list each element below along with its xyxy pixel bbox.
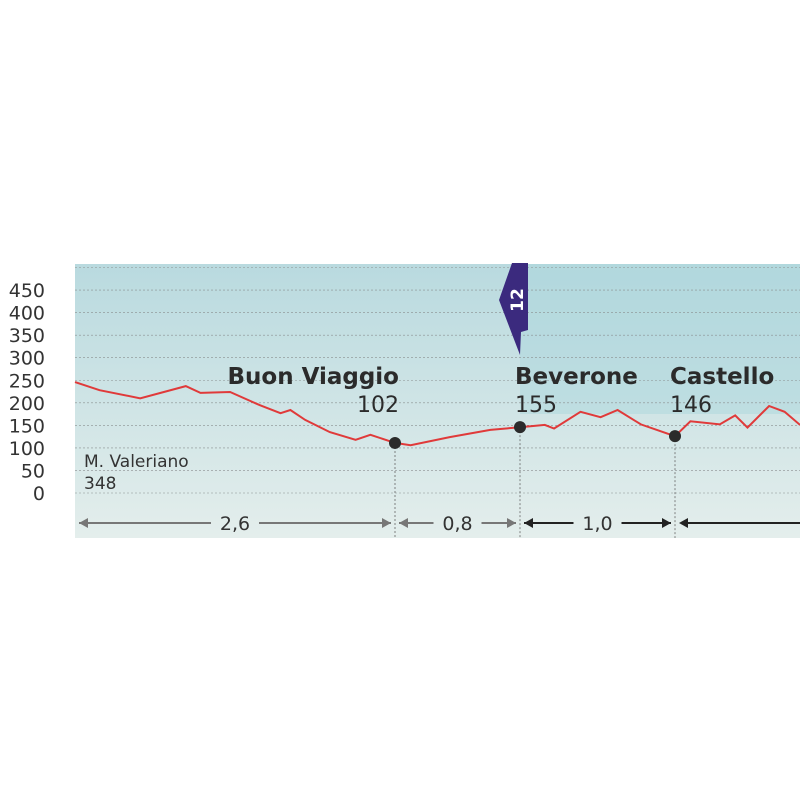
- waypoint-marker: [514, 421, 526, 434]
- y-tick-label: 150: [9, 415, 45, 437]
- y-tick-label: 200: [9, 393, 45, 415]
- waypoint-name: Beverone: [515, 364, 638, 390]
- y-tick-label: 300: [9, 348, 45, 370]
- waypoint-marker: [669, 430, 681, 443]
- y-tick-label: 50: [21, 460, 45, 482]
- y-tick-label: 0: [33, 483, 45, 505]
- profile-line: [74, 381, 800, 447]
- stage-marker-flag: [499, 263, 528, 355]
- segment-distance: 2,6: [220, 513, 250, 535]
- waypoint-elevation: 146: [670, 393, 712, 418]
- waypoint-name: Buon Viaggio: [227, 364, 399, 390]
- waypoint-elevation: 102: [357, 393, 399, 418]
- waypoint-elevation: 348: [84, 474, 116, 494]
- sky-background: [75, 264, 800, 538]
- segment-distance: 1,0: [582, 513, 612, 535]
- stage-background: [520, 264, 800, 414]
- y-tick-label: 450: [9, 280, 45, 302]
- waypoint-name: Castello: [670, 364, 774, 390]
- waypoint-elevation: 155: [515, 393, 557, 418]
- segment-distance: 0,8: [442, 513, 472, 535]
- y-tick-label: 100: [9, 438, 45, 460]
- waypoint-name: M. Valeriano: [84, 452, 189, 472]
- stage-number: 12: [508, 288, 528, 312]
- waypoint-marker: [389, 436, 401, 449]
- y-tick-label: 400: [9, 303, 45, 325]
- arrowhead-icon: [679, 518, 688, 528]
- y-tick-label: 250: [9, 370, 45, 392]
- y-tick-label: 350: [9, 325, 45, 347]
